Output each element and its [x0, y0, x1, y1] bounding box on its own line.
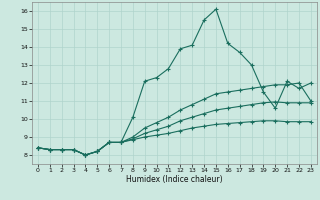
X-axis label: Humidex (Indice chaleur): Humidex (Indice chaleur)	[126, 175, 223, 184]
